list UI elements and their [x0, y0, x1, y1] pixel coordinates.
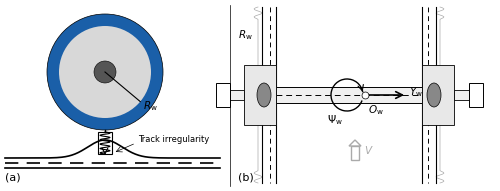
- Text: $\Psi_\mathrm{w}$: $\Psi_\mathrm{w}$: [327, 113, 343, 127]
- Text: $R_\mathrm{w}$: $R_\mathrm{w}$: [143, 100, 158, 113]
- Circle shape: [47, 14, 163, 130]
- Polygon shape: [230, 90, 244, 100]
- Polygon shape: [422, 65, 454, 125]
- Circle shape: [59, 26, 151, 118]
- Bar: [98, 132, 112, 154]
- Text: Track irregularity: Track irregularity: [138, 135, 209, 145]
- Circle shape: [94, 61, 116, 83]
- Polygon shape: [351, 146, 359, 160]
- Polygon shape: [469, 83, 483, 107]
- Text: (a): (a): [5, 173, 20, 183]
- Text: $Y_\mathrm{w}$: $Y_\mathrm{w}$: [409, 85, 423, 99]
- Polygon shape: [244, 65, 276, 125]
- Text: $O_\mathrm{w}$: $O_\mathrm{w}$: [368, 103, 384, 117]
- Polygon shape: [216, 83, 230, 107]
- Polygon shape: [454, 90, 469, 100]
- Text: (b): (b): [238, 173, 254, 183]
- Polygon shape: [349, 140, 361, 146]
- Polygon shape: [276, 87, 422, 103]
- Text: $V$: $V$: [364, 144, 374, 156]
- Ellipse shape: [427, 83, 441, 107]
- Text: $R_\mathrm{w}$: $R_\mathrm{w}$: [238, 28, 253, 42]
- Ellipse shape: [257, 83, 271, 107]
